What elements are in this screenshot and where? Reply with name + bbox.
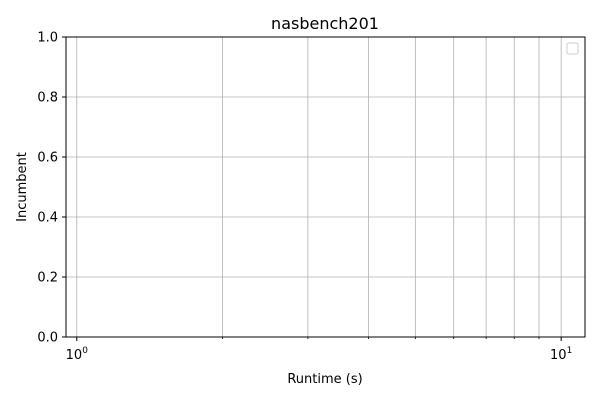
legend-box <box>566 42 579 55</box>
plot-area <box>66 37 585 337</box>
legend <box>566 42 579 55</box>
y-axis-ticks: 0.0 0.2 0.4 0.6 0.8 1.0 <box>37 31 66 346</box>
chart-title: nasbench201 <box>271 14 379 33</box>
x-tick-label: 100 <box>66 346 89 363</box>
y-tick-label: 1.0 <box>37 31 58 46</box>
x-axis-label: Runtime (s) <box>287 372 362 387</box>
x-axis-ticks: 100 101 <box>66 337 572 363</box>
y-tick-label: 0.4 <box>37 211 58 226</box>
x-tick-label: 101 <box>550 346 572 363</box>
y-tick-label: 0.0 <box>37 331 58 346</box>
plot-frame <box>65 36 586 338</box>
y-axis-label: Incumbent <box>15 152 30 222</box>
y-tick-label: 0.8 <box>37 91 58 106</box>
y-tick-label: 0.2 <box>37 271 58 286</box>
y-tick-label: 0.6 <box>37 151 58 166</box>
